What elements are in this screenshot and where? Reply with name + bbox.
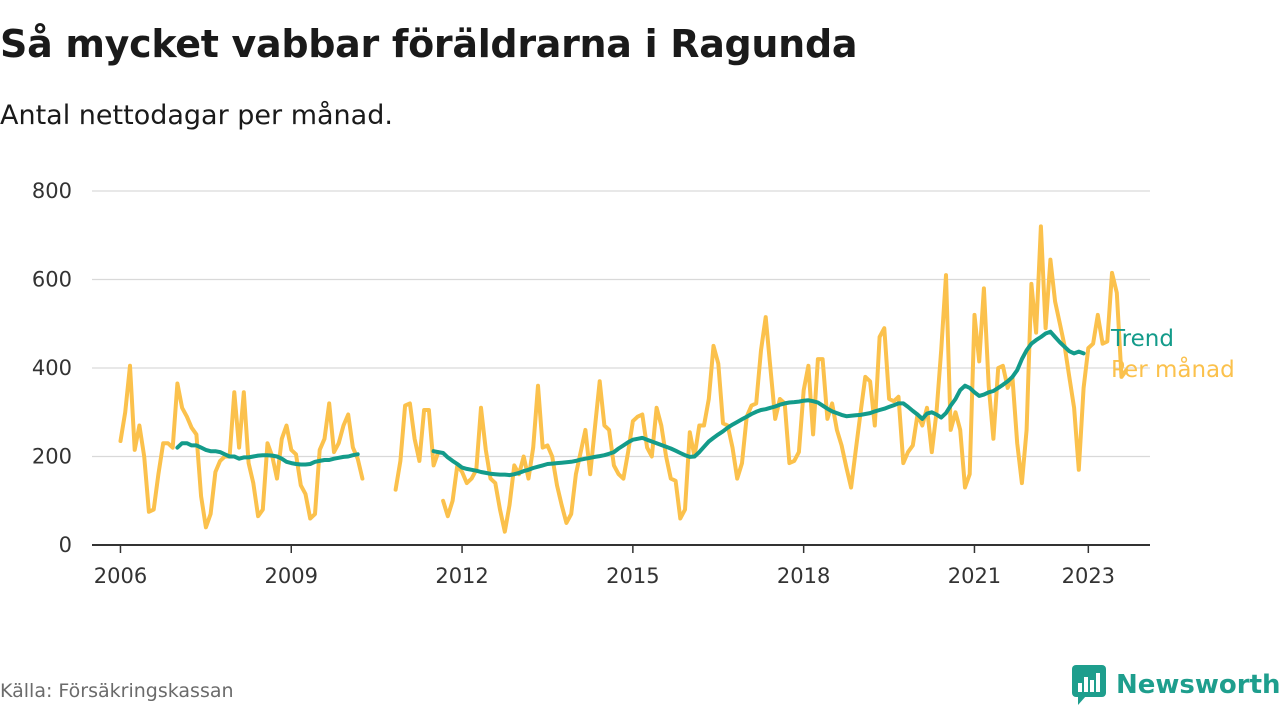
monthly-series-line [118,363,365,530]
x-tick-label: 2021 [948,564,1001,588]
brand-logo[interactable]: Newsworthy [1072,664,1280,706]
legend-layer: Trend Per månad [1110,326,1235,383]
x-tick-label: 2006 [94,564,147,588]
bar-chart-speech-bubble-icon [1072,665,1106,705]
x-tick-label: 2012 [435,564,488,588]
y-tick-label: 200 [32,445,72,469]
page-subtitle: Antal nettodagar per månad. [0,100,393,131]
legend-monthly-label: Per månad [1111,355,1235,383]
y-tick-label: 800 [32,179,72,203]
axis-layer: 0 200 400 600 800 2006 2009 2012 2015 2018 2021 202… [32,179,1150,588]
y-tick-label: 0 [59,533,72,557]
trend-series-line [175,441,360,467]
brand-name: Newsworthy [1116,670,1280,700]
source-note: Källa: Försäkringskassan [0,680,234,702]
page-title: Så mycket vabbar föräldrarna i Ragunda [0,22,858,66]
monthly-series-line [441,224,1129,534]
x-tick-label: 2023 [1062,564,1115,588]
monthly-series-line [393,401,441,492]
x-tick-label: 2015 [606,564,659,588]
x-tick-label: 2018 [777,564,830,588]
series-layer [118,224,1129,534]
legend-trend-label: Trend [1110,326,1174,352]
y-tick-label: 600 [32,268,72,292]
x-tick-label: 2009 [265,564,318,588]
y-tick-label: 400 [32,356,72,380]
trend-series-line [431,329,1086,478]
line-chart: 0 200 400 600 800 2006 2009 2012 2015 2018 2021 202… [32,179,1235,588]
